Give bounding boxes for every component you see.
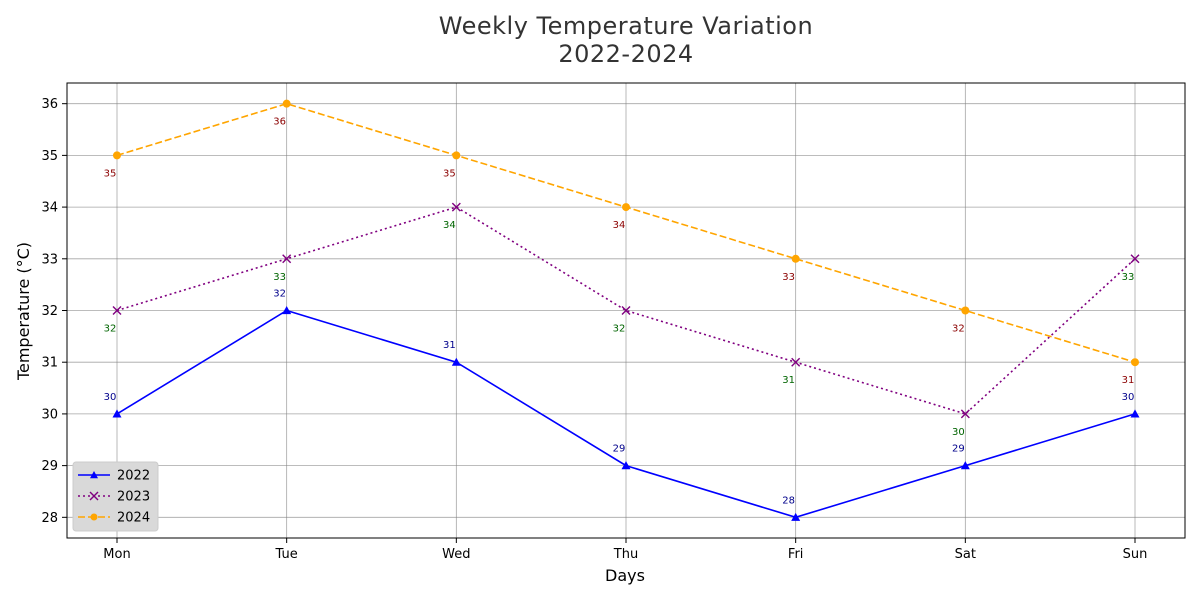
y-tick-label: 36 bbox=[41, 97, 58, 112]
marker-x-stroke bbox=[282, 254, 292, 264]
data-label: 31 bbox=[782, 375, 795, 386]
marker-circle bbox=[791, 254, 800, 263]
marker-x bbox=[621, 306, 631, 315]
y-tick-label: 29 bbox=[41, 459, 58, 474]
legend: 2022 2023 2024 bbox=[72, 461, 159, 532]
marker-x-stroke bbox=[960, 409, 970, 419]
marker-x-stroke bbox=[1130, 254, 1140, 264]
y-tick-label: 35 bbox=[41, 149, 58, 164]
marker-triangle bbox=[960, 461, 970, 470]
data-label: 33 bbox=[273, 272, 286, 283]
marker-x-stroke bbox=[621, 306, 631, 315]
marker-circle bbox=[961, 306, 970, 315]
marker-x bbox=[960, 409, 970, 419]
marker-triangle bbox=[621, 461, 631, 470]
x-tick-label: Mon bbox=[103, 547, 130, 562]
marker-x-stroke bbox=[89, 491, 99, 501]
legend-label: 2024 bbox=[117, 511, 150, 526]
x-tick-label: Fri bbox=[788, 547, 804, 562]
x-tick-label: Thu bbox=[613, 547, 638, 562]
marker-x bbox=[89, 491, 99, 501]
data-label: 29 bbox=[952, 444, 965, 455]
marker-x-stroke bbox=[112, 306, 122, 315]
data-label: 36 bbox=[273, 117, 286, 128]
x-tick-label: Tue bbox=[275, 547, 298, 562]
data-label: 33 bbox=[782, 272, 795, 283]
marker-circle bbox=[113, 151, 121, 160]
marker-x-stroke bbox=[451, 202, 461, 212]
marker-x-stroke bbox=[791, 357, 801, 367]
marker-circle bbox=[1131, 358, 1139, 367]
marker-x bbox=[112, 306, 122, 315]
y-tick-label: 31 bbox=[41, 356, 58, 371]
marker-triangle bbox=[282, 306, 292, 315]
marker-x bbox=[451, 202, 461, 212]
series-layer bbox=[112, 99, 1140, 521]
marker-triangle bbox=[451, 357, 461, 366]
data-label: 29 bbox=[613, 444, 626, 455]
tick-layer: Mon Tue Wed Thu Fri Sat Sun 28 29 30 31 32 33 34 35 36 bbox=[41, 97, 1147, 562]
data-label: 28 bbox=[782, 495, 795, 506]
x-tick-label: Wed bbox=[442, 547, 470, 562]
marker-circle bbox=[90, 513, 98, 521]
y-tick-label: 30 bbox=[41, 407, 58, 422]
x-tick-label: Sat bbox=[955, 547, 976, 562]
marker-triangle bbox=[112, 409, 122, 418]
marker-x bbox=[791, 357, 801, 367]
marker-triangle bbox=[1130, 409, 1140, 418]
marker-triangle bbox=[90, 471, 98, 479]
series-2023 bbox=[112, 202, 1140, 419]
data-label: 30 bbox=[1122, 392, 1135, 403]
data-label: 31 bbox=[1122, 375, 1135, 386]
data-label: 32 bbox=[952, 324, 965, 335]
data-label: 30 bbox=[952, 427, 965, 438]
legend-entry-2023: 2023 bbox=[78, 490, 150, 505]
x-axis-label: Days bbox=[605, 566, 645, 585]
marker-circle bbox=[452, 151, 461, 160]
series-2022 bbox=[112, 306, 1140, 521]
data-label: 32 bbox=[613, 324, 626, 335]
data-label: 33 bbox=[1122, 272, 1135, 283]
y-axis-label: Temperature (°C) bbox=[14, 242, 33, 381]
data-label: 35 bbox=[104, 168, 117, 179]
x-tick-label: Sun bbox=[1123, 547, 1148, 562]
data-label: 32 bbox=[273, 289, 286, 300]
chart-subtitle: 2022-2024 bbox=[558, 40, 693, 68]
chart-title: Weekly Temperature Variation bbox=[439, 12, 813, 40]
y-tick-label: 34 bbox=[41, 201, 58, 216]
marker-triangle bbox=[791, 512, 801, 521]
y-tick-label: 28 bbox=[41, 511, 58, 526]
data-label-layer: 30 32 31 29 28 29 30 32 33 34 32 31 30 33 35 36 35 34 33 32… bbox=[104, 117, 1135, 507]
data-label: 34 bbox=[613, 220, 626, 231]
legend-entry-2024: 2024 bbox=[78, 511, 150, 526]
marker-circle bbox=[622, 203, 630, 212]
legend-label: 2022 bbox=[117, 469, 150, 484]
data-label: 30 bbox=[104, 392, 117, 403]
y-tick-label: 32 bbox=[41, 304, 58, 319]
y-tick-label: 33 bbox=[41, 252, 58, 267]
marker-x bbox=[1130, 254, 1140, 264]
data-label: 31 bbox=[443, 340, 456, 351]
legend-entry-2022: 2022 bbox=[78, 469, 150, 484]
data-label: 35 bbox=[443, 168, 456, 179]
marker-circle bbox=[282, 99, 291, 108]
data-label: 32 bbox=[104, 324, 117, 335]
marker-x bbox=[282, 254, 292, 264]
series-2024 bbox=[113, 99, 1139, 367]
data-label: 34 bbox=[443, 220, 456, 231]
legend-label: 2023 bbox=[117, 490, 150, 505]
